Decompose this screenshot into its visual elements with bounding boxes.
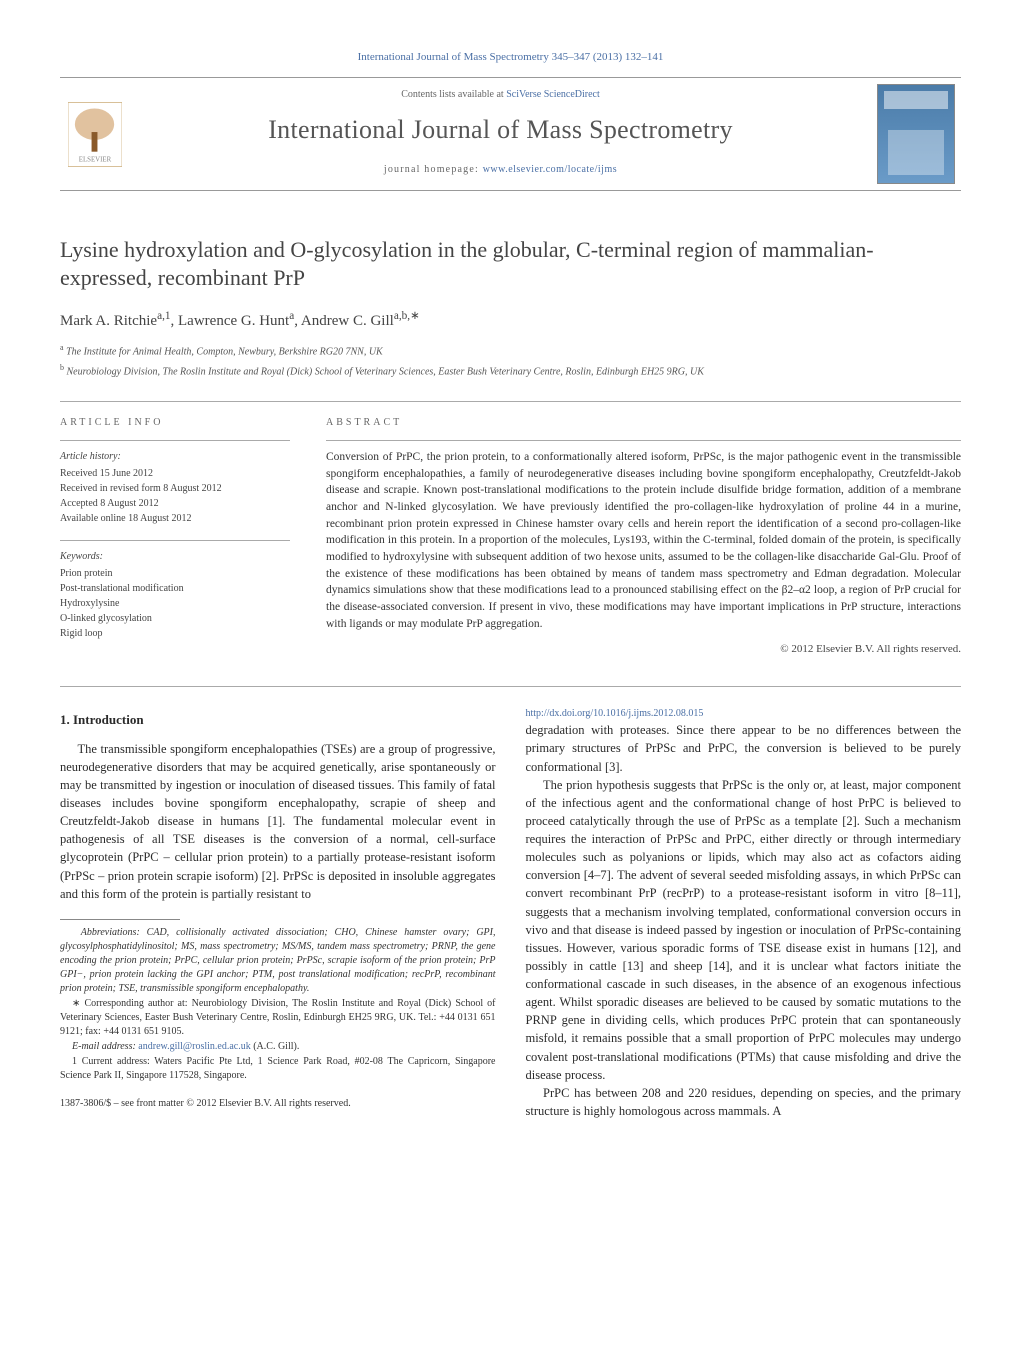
keywords-head: Keywords: (60, 549, 290, 564)
footnote-rule (60, 919, 180, 920)
affiliation-a: a The Institute for Animal Health, Compt… (60, 342, 961, 359)
keyword: Post-translational modification (60, 581, 290, 596)
history-line: Available online 18 August 2012 (60, 511, 290, 526)
email-label: E-mail address: (72, 1041, 138, 1052)
authors: Mark A. Ritchiea,1, Lawrence G. Hunta, A… (60, 309, 961, 332)
article-info-label: ARTICLE INFO (60, 416, 290, 430)
footnotes: Abbreviations: CAD, collisionally activa… (60, 926, 496, 1083)
body-columns: 1. Introduction The transmissible spongi… (60, 707, 961, 1120)
keyword: Rigid loop (60, 626, 290, 641)
affiliations: a The Institute for Animal Health, Compt… (60, 342, 961, 379)
email-link[interactable]: andrew.gill@roslin.ed.ac.uk (138, 1041, 250, 1052)
contents-prefix: Contents lists available at (401, 89, 506, 100)
history-line: Accepted 8 August 2012 (60, 496, 290, 511)
history-head: Article history: (60, 449, 290, 464)
journal-header-box: ELSEVIER Contents lists available at Sci… (60, 77, 961, 191)
footnote-abbrev: Abbreviations: CAD, collisionally activa… (60, 926, 496, 996)
affil-text: Neurobiology Division, The Roslin Instit… (67, 366, 704, 377)
page: International Journal of Mass Spectromet… (0, 0, 1021, 1160)
history-line: Received 15 June 2012 (60, 466, 290, 481)
rule (60, 540, 290, 541)
history-line: Received in revised form 8 August 2012 (60, 481, 290, 496)
rule (60, 686, 961, 687)
footer-copyright: 1387-3806/$ – see front matter © 2012 El… (60, 1097, 496, 1112)
homepage-line: journal homepage: www.elsevier.com/locat… (138, 163, 863, 177)
history-block: Article history: Received 15 June 2012 R… (60, 449, 290, 526)
contents-line: Contents lists available at SciVerse Sci… (138, 88, 863, 102)
header-center: Contents lists available at SciVerse Sci… (130, 78, 871, 190)
article-title: Lysine hydroxylation and O-glycosylation… (60, 236, 961, 291)
body-paragraph: degradation with proteases. Since there … (526, 721, 962, 775)
citation-link[interactable]: International Journal of Mass Spectromet… (358, 51, 664, 63)
keyword: Prion protein (60, 566, 290, 581)
journal-cover-icon (877, 84, 955, 184)
abstract-label: ABSTRACT (326, 416, 961, 430)
svg-text:ELSEVIER: ELSEVIER (79, 156, 112, 163)
keyword: Hydroxylysine (60, 596, 290, 611)
homepage-prefix: journal homepage: (384, 164, 483, 175)
elsevier-tree-icon: ELSEVIER (68, 102, 122, 167)
footnote-email: E-mail address: andrew.gill@roslin.ed.ac… (60, 1040, 496, 1054)
doi-link[interactable]: http://dx.doi.org/10.1016/j.ijms.2012.08… (526, 708, 704, 719)
copyright: © 2012 Elsevier B.V. All rights reserved… (326, 642, 961, 657)
rule (326, 440, 961, 441)
cover-thumb-container (871, 78, 961, 190)
keywords-block: Keywords: Prion protein Post-translation… (60, 549, 290, 641)
rule (60, 401, 961, 402)
affil-text: The Institute for Animal Health, Compton… (66, 347, 383, 358)
section-heading: 1. Introduction (60, 711, 496, 730)
publisher-logo-container: ELSEVIER (60, 78, 130, 190)
body-paragraph: PrPC has between 208 and 220 residues, d… (526, 1084, 962, 1120)
homepage-link[interactable]: www.elsevier.com/locate/ijms (483, 164, 617, 175)
article-info-column: ARTICLE INFO Article history: Received 1… (60, 416, 290, 658)
body-paragraph: The prion hypothesis suggests that PrPSc… (526, 776, 962, 1084)
footnote-address: 1 Current address: Waters Pacific Pte Lt… (60, 1055, 496, 1083)
abstract-column: ABSTRACT Conversion of PrPC, the prion p… (326, 416, 961, 658)
affiliation-b: b Neurobiology Division, The Roslin Inst… (60, 362, 961, 379)
rule (60, 440, 290, 441)
body-paragraph: The transmissible spongiform encephalopa… (60, 740, 496, 903)
keyword: O-linked glycosylation (60, 611, 290, 626)
abstract-text: Conversion of PrPC, the prion protein, t… (326, 449, 961, 632)
email-suffix: (A.C. Gill). (251, 1041, 300, 1052)
meta-row: ARTICLE INFO Article history: Received 1… (60, 416, 961, 658)
sciencedirect-link[interactable]: SciVerse ScienceDirect (506, 89, 600, 100)
journal-name: International Journal of Mass Spectromet… (138, 112, 863, 148)
citation-header: International Journal of Mass Spectromet… (60, 50, 961, 65)
footnote-corresponding: ∗ Corresponding author at: Neurobiology … (60, 997, 496, 1039)
